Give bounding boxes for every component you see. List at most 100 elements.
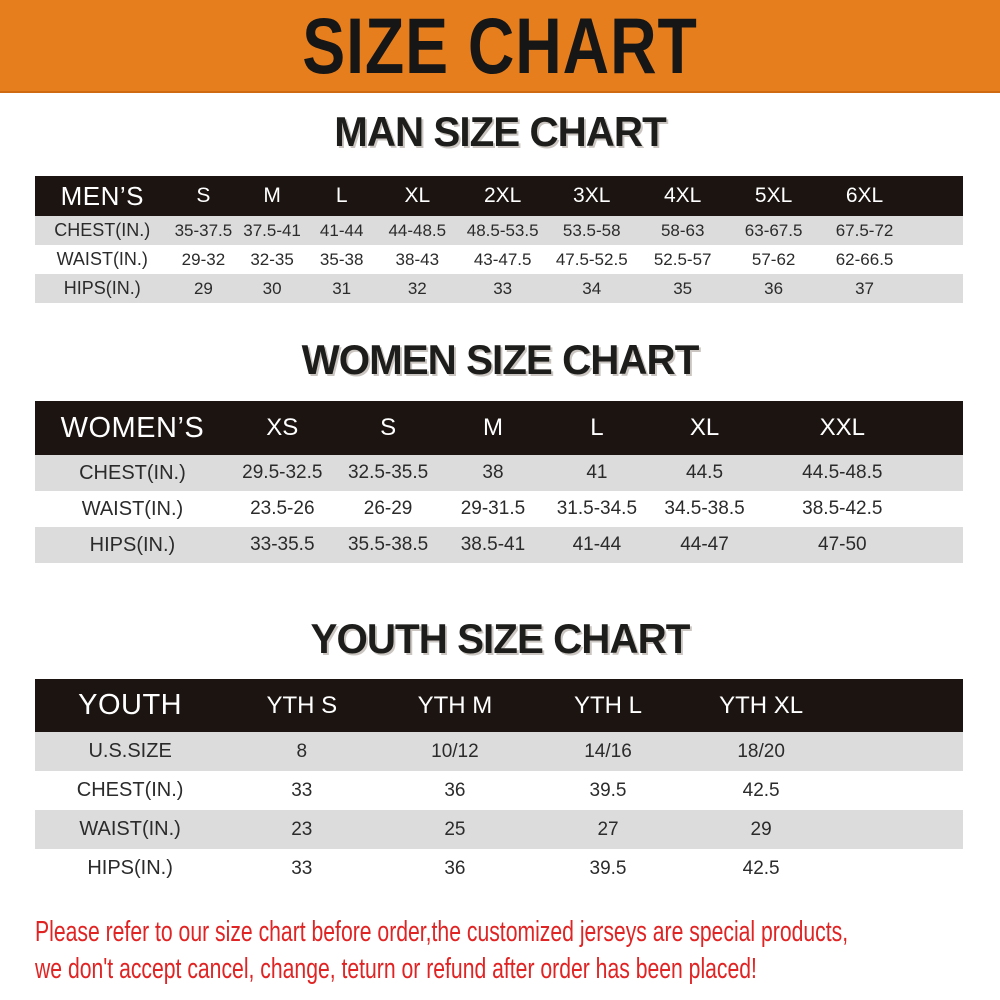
size-value: 36 (764, 278, 784, 298)
row-label: WAIST(IN.) (79, 818, 181, 840)
size-value: 63-67.5 (744, 220, 803, 240)
men-chest-row: CHEST(IN.) 35-37.5 37.5-41 41-44 44-48.5… (35, 216, 963, 245)
disclaimer-note: Please refer to our size chart before or… (35, 914, 1000, 988)
women-size-table: WOMEN’S XS S M L XL XXL CHEST(IN.) 29.5-… (35, 401, 963, 563)
women-table-label: WOMEN’S (60, 411, 205, 444)
spacer-cell (911, 274, 963, 303)
women-chart-heading: WOMEN SIZE CHART (301, 336, 700, 383)
women-chest-row: CHEST(IN.) 29.5-32.5 32.5-35.5 38 41 44.… (35, 455, 963, 491)
size-value: 31.5-34.5 (556, 498, 638, 519)
size-value: 35-38 (319, 249, 364, 269)
size-value: 32 (407, 278, 427, 298)
spacer-cell (838, 732, 963, 771)
men-header-row: MEN’S S M L XL 2XL 3XL 4XL 5XL 6XL (35, 176, 963, 216)
spacer-cell (911, 216, 963, 245)
size-value: 32-35 (250, 249, 294, 269)
size-value: 26-29 (363, 498, 413, 519)
size-value: 37.5-41 (243, 220, 301, 240)
spacer-cell (838, 771, 963, 810)
spacer-cell (925, 491, 963, 527)
size-value: 29-31.5 (460, 498, 526, 519)
size-value: 44-47 (680, 534, 729, 555)
size-value: 35.5-38.5 (347, 534, 429, 555)
men-size-table: MEN’S S M L XL 2XL 3XL 4XL 5XL 6XL CHEST… (35, 176, 963, 303)
spacer-cell (925, 455, 963, 491)
men-waist-row: WAIST(IN.) 29-32 32-35 35-38 38-43 43-47… (35, 245, 963, 274)
men-size-col: 3XL (573, 184, 611, 207)
youth-ussize-row: U.S.SIZE 8 10/12 14/16 18/20 (35, 732, 963, 771)
spacer-cell (925, 401, 963, 455)
youth-size-col: YTH M (417, 691, 493, 719)
men-size-col: 5XL (754, 184, 793, 207)
size-value: 33-35.5 (250, 534, 315, 555)
size-value: 34 (582, 278, 602, 298)
size-value: 35 (673, 278, 693, 298)
size-value: 44-48.5 (388, 220, 447, 240)
size-value: 44.5 (686, 462, 724, 483)
size-value: 42.5 (742, 857, 780, 879)
youth-size-col: YTH XL (719, 691, 804, 719)
size-value: 23.5-26 (250, 498, 315, 519)
size-value: 32.5-35.5 (347, 462, 429, 483)
size-value: 29-32 (181, 249, 226, 269)
size-value: 43-47.5 (473, 249, 532, 269)
size-value: 36 (444, 857, 466, 879)
youth-chart-heading: YOUTH SIZE CHART (310, 615, 691, 662)
row-label: HIPS(IN.) (63, 278, 141, 298)
size-value: 57-62 (751, 249, 796, 269)
men-size-col: 2XL (483, 184, 522, 207)
size-value: 29 (750, 818, 772, 840)
youth-size-col: YTH S (266, 691, 338, 719)
size-value: 62-66.5 (835, 249, 894, 269)
youth-table-label: YOUTH (78, 689, 183, 721)
men-hips-row: HIPS(IN.) 29 30 31 32 33 34 35 36 37 (35, 274, 963, 303)
size-value: 14/16 (584, 740, 632, 762)
size-value: 18/20 (737, 740, 785, 762)
banner-title: SIZE CHART (302, 1, 698, 90)
women-size-col: L (590, 414, 604, 441)
size-value: 35-37.5 (174, 220, 233, 240)
spacer-cell (925, 527, 963, 563)
size-value: 38.5-41 (460, 534, 526, 555)
size-value: 30 (262, 278, 282, 298)
women-header-row: WOMEN’S XS S M L XL XXL (35, 401, 963, 455)
row-label: CHEST(IN.) (79, 461, 186, 484)
size-value: 23 (291, 818, 313, 840)
size-value: 33 (493, 278, 513, 298)
size-value: 41-44 (319, 220, 364, 240)
size-value: 31 (332, 278, 352, 298)
size-value: 47.5-52.5 (555, 249, 628, 269)
women-size-col: XS (266, 414, 299, 441)
men-table-label: MEN’S (60, 180, 144, 211)
size-value: 33 (291, 779, 313, 801)
size-value: 38 (482, 462, 504, 483)
size-value: 27 (597, 818, 619, 840)
size-value: 34.5-38.5 (664, 498, 745, 519)
spacer-cell (838, 849, 963, 888)
disclaimer-line-2: we don't accept cancel, change, teturn o… (35, 953, 757, 985)
row-label: HIPS(IN.) (89, 533, 176, 556)
size-value: 38-43 (395, 249, 440, 269)
men-size-col: L (335, 184, 348, 207)
size-value: 47-50 (818, 534, 867, 555)
man-chart-heading: MAN SIZE CHART (334, 108, 666, 155)
size-value: 58-63 (660, 220, 705, 240)
size-value: 42.5 (742, 779, 780, 801)
row-label: CHEST(IN.) (76, 779, 184, 801)
size-value: 33 (291, 857, 313, 879)
size-value: 52.5-57 (653, 249, 712, 269)
size-value: 41-44 (572, 534, 622, 555)
row-label: WAIST(IN.) (56, 249, 148, 269)
size-chart-banner: SIZE CHART (0, 0, 1000, 93)
spacer-cell (911, 176, 963, 216)
women-size-col: XXL (819, 414, 865, 441)
women-size-col: M (482, 414, 503, 441)
size-value: 38.5-42.5 (802, 498, 883, 519)
spacer-cell (911, 245, 963, 274)
youth-hips-row: HIPS(IN.) 33 36 39.5 42.5 (35, 849, 963, 888)
youth-size-col: YTH L (574, 691, 643, 719)
size-value: 29 (193, 278, 213, 298)
size-value: 41 (586, 462, 608, 483)
size-value: 37 (855, 278, 875, 298)
size-value: 67.5-72 (835, 220, 894, 240)
